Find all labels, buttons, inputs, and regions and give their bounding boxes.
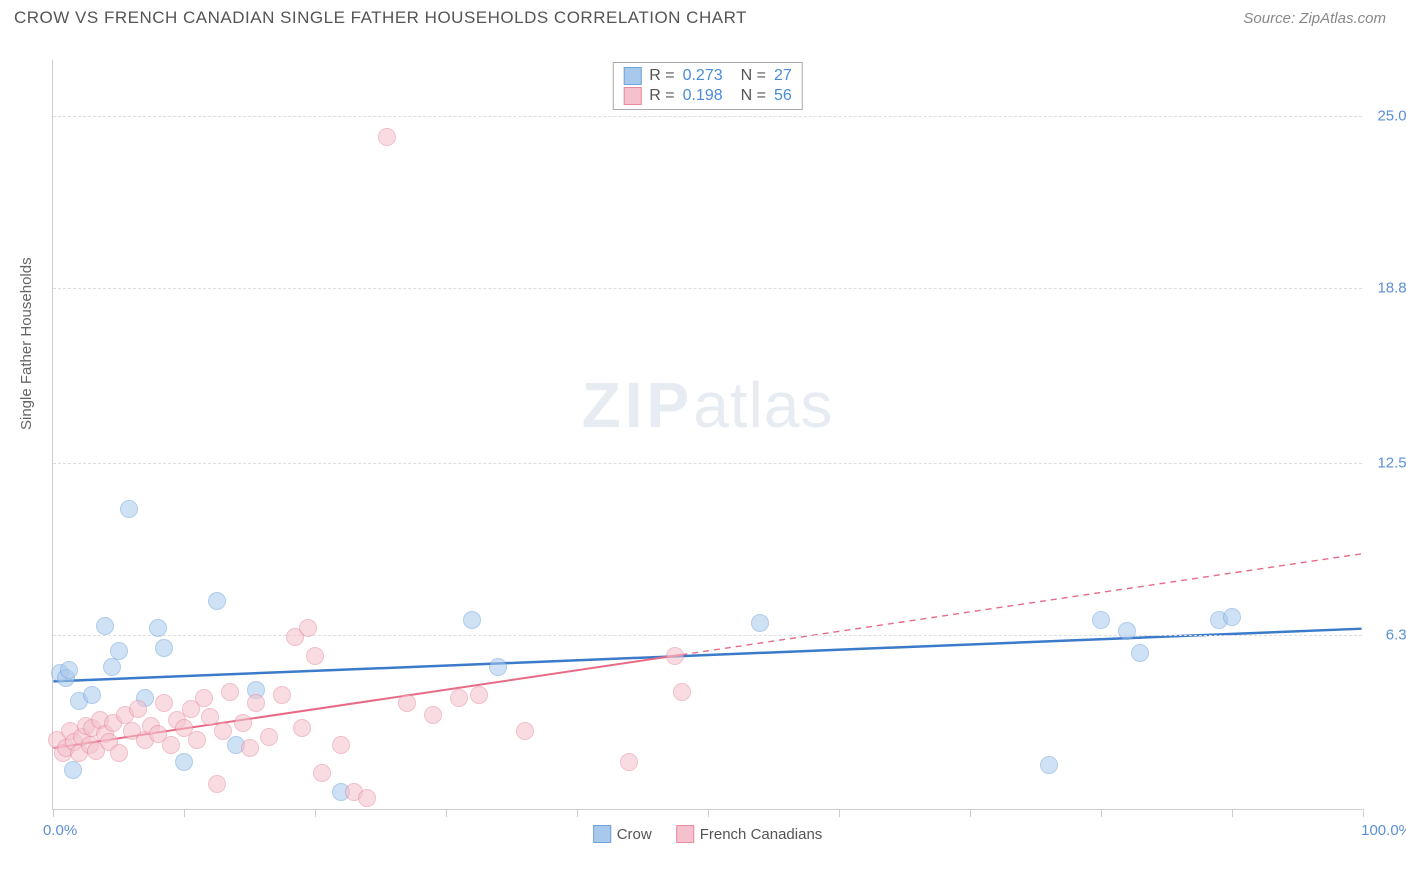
y-tick-label: 25.0%: [1368, 107, 1406, 124]
y-tick-label: 6.3%: [1368, 627, 1406, 644]
chart-title: CROW VS FRENCH CANADIAN SINGLE FATHER HO…: [14, 8, 747, 28]
data-point: [358, 789, 376, 807]
legend-item: French Canadians: [676, 825, 823, 843]
data-point: [214, 722, 232, 740]
legend-row: R = 0.273N = 27: [623, 66, 792, 86]
data-point: [247, 694, 265, 712]
data-point: [162, 736, 180, 754]
data-point: [208, 775, 226, 793]
data-point: [398, 694, 416, 712]
data-point: [306, 647, 324, 665]
x-tick: [970, 809, 971, 817]
data-point: [120, 500, 138, 518]
data-point: [313, 764, 331, 782]
legend-swatch: [676, 825, 694, 843]
grid-line: [53, 288, 1362, 289]
data-point: [155, 639, 173, 657]
data-point: [463, 611, 481, 629]
x-tick: [708, 809, 709, 817]
x-tick: [1232, 809, 1233, 817]
data-point: [1092, 611, 1110, 629]
data-point: [129, 700, 147, 718]
y-axis-title: Single Father Households: [18, 257, 35, 430]
data-point: [299, 619, 317, 637]
x-tick: [315, 809, 316, 817]
data-point: [234, 714, 252, 732]
x-tick: [1363, 809, 1364, 817]
source-attribution: Source: ZipAtlas.com: [1243, 10, 1386, 27]
data-point: [1131, 644, 1149, 662]
legend-swatch: [593, 825, 611, 843]
x-axis-min-label: 0.0%: [43, 822, 77, 839]
data-point: [378, 128, 396, 146]
data-point: [1118, 622, 1136, 640]
data-point: [103, 658, 121, 676]
data-point: [83, 686, 101, 704]
scatter-chart: ZIPatlas R = 0.273N = 27R = 0.198N = 56 …: [52, 60, 1362, 810]
data-point: [673, 683, 691, 701]
data-point: [221, 683, 239, 701]
data-point: [155, 694, 173, 712]
data-point: [489, 658, 507, 676]
grid-line: [53, 116, 1362, 117]
data-point: [208, 592, 226, 610]
data-point: [96, 617, 114, 635]
legend-swatch: [623, 67, 641, 85]
x-tick: [446, 809, 447, 817]
data-point: [149, 619, 167, 637]
x-tick: [1101, 809, 1102, 817]
watermark: ZIPatlas: [582, 368, 834, 442]
data-point: [332, 736, 350, 754]
data-point: [1040, 756, 1058, 774]
data-point: [260, 728, 278, 746]
grid-line: [53, 463, 1362, 464]
data-point: [64, 761, 82, 779]
data-point: [110, 642, 128, 660]
series-legend: Crow French Canadians: [593, 825, 823, 843]
data-point: [195, 689, 213, 707]
data-point: [620, 753, 638, 771]
data-point: [293, 719, 311, 737]
data-point: [751, 614, 769, 632]
y-tick-label: 18.8%: [1368, 279, 1406, 296]
legend-swatch: [623, 87, 641, 105]
data-point: [424, 706, 442, 724]
data-point: [273, 686, 291, 704]
data-point: [666, 647, 684, 665]
legend-item: Crow: [593, 825, 652, 843]
x-tick: [184, 809, 185, 817]
legend-row: R = 0.198N = 56: [623, 86, 792, 106]
x-tick: [839, 809, 840, 817]
x-tick: [53, 809, 54, 817]
x-axis-max-label: 100.0%: [1361, 822, 1406, 839]
x-tick: [577, 809, 578, 817]
y-tick-label: 12.5%: [1368, 454, 1406, 471]
data-point: [60, 661, 78, 679]
data-point: [110, 744, 128, 762]
data-point: [188, 731, 206, 749]
data-point: [516, 722, 534, 740]
correlation-legend: R = 0.273N = 27R = 0.198N = 56: [612, 62, 803, 110]
data-point: [241, 739, 259, 757]
grid-line: [53, 635, 1362, 636]
data-point: [470, 686, 488, 704]
data-point: [1223, 608, 1241, 626]
data-point: [450, 689, 468, 707]
data-point: [175, 753, 193, 771]
